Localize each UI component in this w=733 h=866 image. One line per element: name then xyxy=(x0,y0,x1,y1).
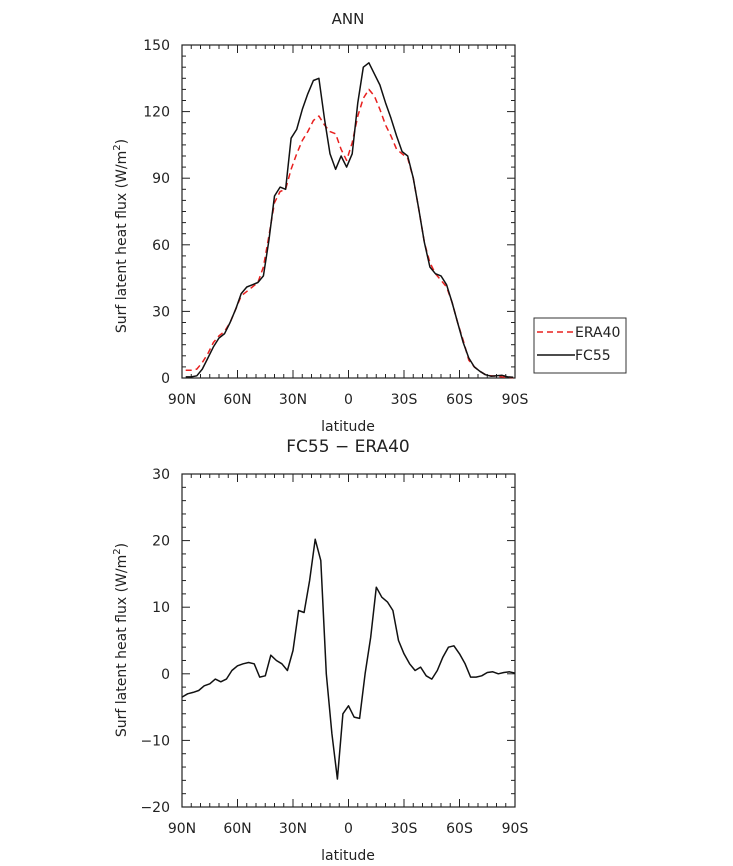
bottom-x-tick-label: 60S xyxy=(446,821,473,837)
bottom-y-axis-label: Surf latent heat flux (W/m2) xyxy=(112,543,130,737)
bottom-series-difference-line xyxy=(181,538,516,780)
top-x-tick-label: 60S xyxy=(446,392,473,408)
top-series-fc55-line xyxy=(185,62,514,379)
top-x-tick-label: 0 xyxy=(344,392,353,408)
top-y-tick-label: 150 xyxy=(143,38,170,54)
bottom-x-tick-label: 30N xyxy=(279,821,307,837)
bottom-plot-frame xyxy=(181,473,516,808)
bottom-y-tick-label: −20 xyxy=(140,800,170,816)
top-y-tick-label: 120 xyxy=(143,105,170,121)
bottom-x-axis-label: latitude xyxy=(321,848,375,864)
bottom-x-tick-label: 90N xyxy=(168,821,196,837)
bottom-y-tick-label: 30 xyxy=(152,467,170,483)
top-x-tick-label: 60N xyxy=(223,392,251,408)
top-series-era40-line xyxy=(185,88,514,379)
bottom-axes: 90N 60N 30N 0 30S 60S 90S −20 −10 0 10 20 30 xyxy=(140,467,528,837)
top-y-tick-label: 60 xyxy=(152,238,170,254)
bottom-y-tick-label: 20 xyxy=(152,534,170,550)
legend: ERA40 FC55 xyxy=(533,317,627,374)
top-x-axis-label: latitude xyxy=(321,419,375,435)
bottom-x-tick-label: 60N xyxy=(223,821,251,837)
bottom-y-tick-label: −10 xyxy=(140,733,170,749)
bottom-x-tick-label: 0 xyxy=(344,821,353,837)
top-axes: 90N 60N 30N 0 30S 60S 90S 0 30 60 90 120 150 xyxy=(143,38,528,408)
bottom-y-tick-label: 10 xyxy=(152,600,170,616)
legend-fc55-label: FC55 xyxy=(575,348,611,364)
top-series xyxy=(185,62,514,379)
top-x-tick-label: 30S xyxy=(391,392,418,408)
bottom-x-tick-label: 30S xyxy=(391,821,418,837)
top-y-tick-label: 90 xyxy=(152,171,170,187)
top-x-tick-label: 30N xyxy=(279,392,307,408)
legend-era40-label: ERA40 xyxy=(575,325,620,341)
bottom-title: FC55 − ERA40 xyxy=(286,437,409,457)
bottom-x-tick-label: 90S xyxy=(502,821,529,837)
top-y-tick-label: 30 xyxy=(152,304,170,320)
legend-box xyxy=(533,317,627,374)
top-x-tick-label: 90N xyxy=(168,392,196,408)
top-panel: ANN 90N 60N 30N 0 30S 60S 90S 0 30 60 90 120 150 lat… xyxy=(112,10,528,435)
top-x-tick-label: 90S xyxy=(502,392,529,408)
bottom-series xyxy=(181,538,516,780)
top-y-axis-label: Surf latent heat flux (W/m2) xyxy=(112,139,130,333)
bottom-panel: FC55 − ERA40 90N 60N 30N 0 30S 60S 90S −20 −10 0 1… xyxy=(112,437,528,864)
top-plot-frame xyxy=(181,44,516,379)
top-y-tick-label: 0 xyxy=(161,371,170,387)
bottom-y-tick-label: 0 xyxy=(161,667,170,683)
top-title: ANN xyxy=(332,10,365,28)
